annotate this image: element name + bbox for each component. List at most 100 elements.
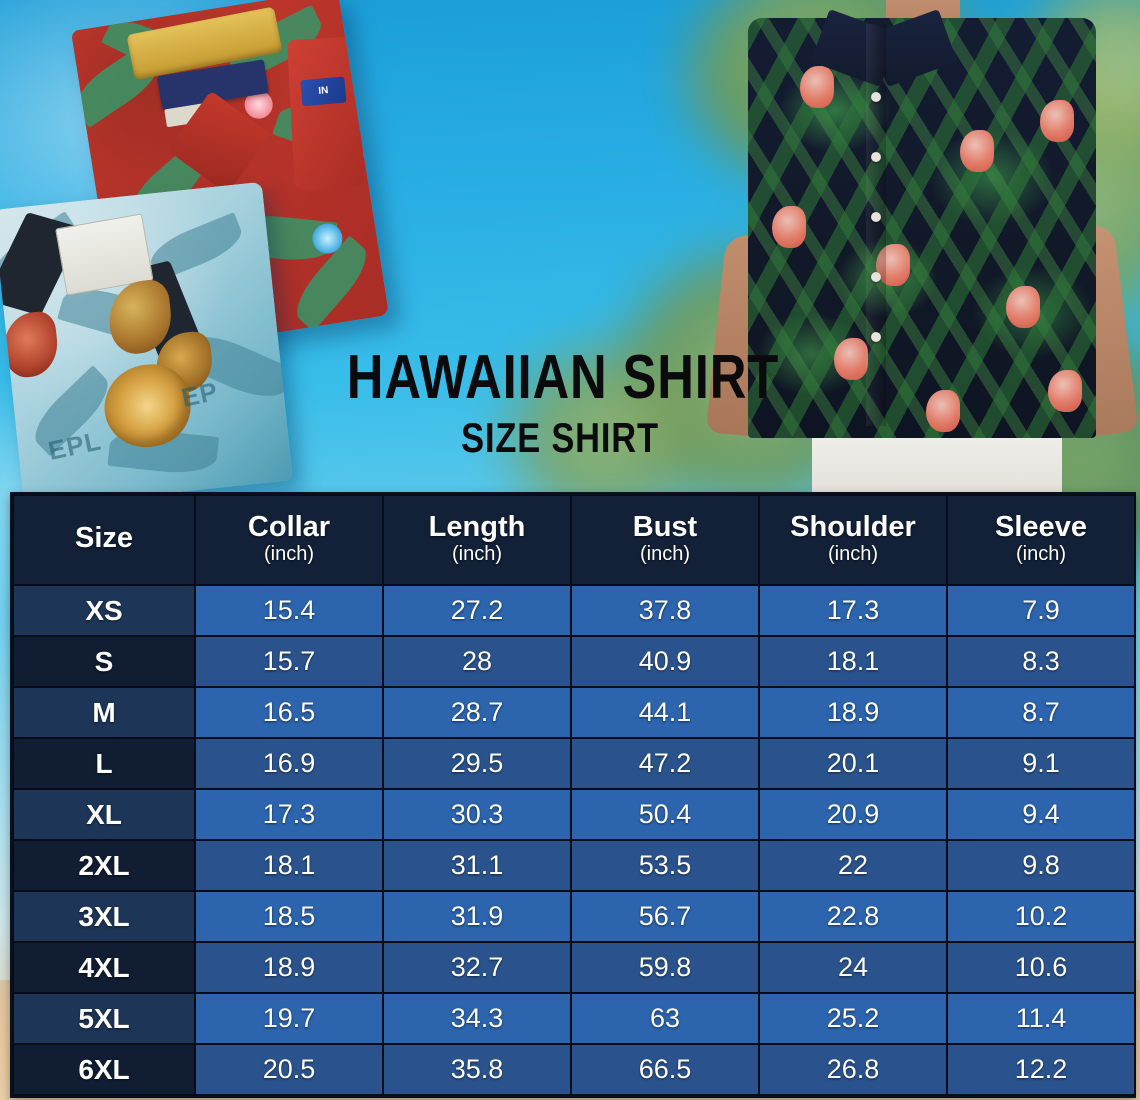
column-header-shoulder: Shoulder (inch) — [758, 494, 948, 586]
page-title: HAWAIIAN SHIRT — [346, 343, 780, 412]
cell-collar: 19.7 — [194, 992, 384, 1045]
shirt-button — [871, 212, 881, 222]
cell-shoulder: 25.2 — [758, 992, 948, 1045]
cell-sleeve: 7.9 — [946, 584, 1136, 637]
cell-bust: 50.4 — [570, 788, 760, 841]
cell-size: 6XL — [12, 1043, 196, 1096]
table-row: 2XL 18.1 31.1 53.5 22 9.8 — [12, 839, 1136, 892]
cell-size: M — [12, 686, 196, 739]
column-header-label: Length — [428, 511, 526, 543]
cell-length: 31.1 — [382, 839, 572, 892]
cell-shoulder: 20.1 — [758, 737, 948, 790]
cell-length: 27.2 — [382, 584, 572, 637]
table-header: Size Collar (inch) Length (inch) Bust (i… — [12, 494, 1136, 586]
size-chart-table: Size Collar (inch) Length (inch) Bust (i… — [12, 494, 1136, 1096]
cell-size: L — [12, 737, 196, 790]
table-row: S 15.7 28 40.9 18.1 8.3 — [12, 635, 1136, 688]
cell-length: 28.7 — [382, 686, 572, 739]
cell-sleeve: 8.7 — [946, 686, 1136, 739]
table-body: XS 15.4 27.2 37.8 17.3 7.9 S 15.7 28 40.9 18.1 8.3 M… — [12, 584, 1136, 1096]
cell-sleeve: 9.4 — [946, 788, 1136, 841]
cell-shoulder: 17.3 — [758, 584, 948, 637]
cell-size: S — [12, 635, 196, 688]
cell-length: 28 — [382, 635, 572, 688]
column-header-length: Length (inch) — [382, 494, 572, 586]
cell-size: 3XL — [12, 890, 196, 943]
cell-collar: 16.5 — [194, 686, 384, 739]
table-row: XS 15.4 27.2 37.8 17.3 7.9 — [12, 584, 1136, 637]
column-header-unit: (inch) — [827, 543, 878, 565]
cell-size: 2XL — [12, 839, 196, 892]
table-row: 3XL 18.5 31.9 56.7 22.8 10.2 — [12, 890, 1136, 943]
cell-shoulder: 26.8 — [758, 1043, 948, 1096]
cell-sleeve: 11.4 — [946, 992, 1136, 1045]
shirt-brand-badge: IN — [300, 76, 347, 107]
cell-shoulder: 20.9 — [758, 788, 948, 841]
cell-length: 29.5 — [382, 737, 572, 790]
cell-collar: 16.9 — [194, 737, 384, 790]
cell-bust: 56.7 — [570, 890, 760, 943]
cell-bust: 44.1 — [570, 686, 760, 739]
model-photo — [700, 0, 1140, 499]
shirt-sleeve — [286, 36, 365, 191]
cell-sleeve: 9.8 — [946, 839, 1136, 892]
column-header-label: Bust — [632, 511, 698, 543]
cell-bust: 63 — [570, 992, 760, 1045]
cell-collar: 15.4 — [194, 584, 384, 637]
cell-sleeve: 10.6 — [946, 941, 1136, 994]
column-header-size: Size — [12, 494, 196, 586]
column-header-sleeve: Sleeve (inch) — [946, 494, 1136, 586]
cell-size: XS — [12, 584, 196, 637]
cell-sleeve: 9.1 — [946, 737, 1136, 790]
cell-bust: 59.8 — [570, 941, 760, 994]
header-row: Size Collar (inch) Length (inch) Bust (i… — [12, 494, 1136, 586]
column-header-unit: (inch) — [451, 543, 502, 565]
column-header-collar: Collar (inch) — [194, 494, 384, 586]
cell-size: 4XL — [12, 941, 196, 994]
column-header-label: Shoulder — [790, 511, 916, 543]
column-header-label: Sleeve — [995, 511, 1087, 543]
cell-bust: 47.2 — [570, 737, 760, 790]
table-row: M 16.5 28.7 44.1 18.9 8.7 — [12, 686, 1136, 739]
cell-collar: 18.9 — [194, 941, 384, 994]
cell-collar: 20.5 — [194, 1043, 384, 1096]
cell-collar: 18.5 — [194, 890, 384, 943]
cell-length: 30.3 — [382, 788, 572, 841]
cell-length: 31.9 — [382, 890, 572, 943]
table-row: L 16.9 29.5 47.2 20.1 9.1 — [12, 737, 1136, 790]
column-header-unit: (inch) — [639, 543, 690, 565]
blurred-foliage — [500, 350, 710, 520]
cell-shoulder: 18.9 — [758, 686, 948, 739]
table-row: 6XL 20.5 35.8 66.5 26.8 12.2 — [12, 1043, 1136, 1096]
cell-shoulder: 18.1 — [758, 635, 948, 688]
table-row: XL 17.3 30.3 50.4 20.9 9.4 — [12, 788, 1136, 841]
cell-length: 34.3 — [382, 992, 572, 1045]
cell-collar: 15.7 — [194, 635, 384, 688]
cell-length: 35.8 — [382, 1043, 572, 1096]
cell-bust: 40.9 — [570, 635, 760, 688]
chart-title-block: HAWAIIAN SHIRT SIZE SHIRT — [300, 343, 820, 462]
cell-length: 32.7 — [382, 941, 572, 994]
cell-collar: 17.3 — [194, 788, 384, 841]
column-header-label: Collar — [247, 511, 331, 543]
shirt-button — [871, 152, 881, 162]
shirt-button — [871, 92, 881, 102]
cell-sleeve: 10.2 — [946, 890, 1136, 943]
cell-collar: 18.1 — [194, 839, 384, 892]
size-chart-table-wrapper: Size Collar (inch) Length (inch) Bust (i… — [10, 492, 1136, 1098]
table-row: 4XL 18.9 32.7 59.8 24 10.6 — [12, 941, 1136, 994]
cell-bust: 37.8 — [570, 584, 760, 637]
column-header-label: Size — [74, 522, 134, 554]
cell-size: XL — [12, 788, 196, 841]
cell-bust: 53.5 — [570, 839, 760, 892]
cell-sleeve: 8.3 — [946, 635, 1136, 688]
cell-size: 5XL — [12, 992, 196, 1045]
cell-bust: 66.5 — [570, 1043, 760, 1096]
column-header-bust: Bust (inch) — [570, 494, 760, 586]
table-row: 5XL 19.7 34.3 63 25.2 11.4 — [12, 992, 1136, 1045]
parrot-print — [0, 310, 61, 380]
shirt-button-placket — [866, 24, 886, 426]
navy-flamingo-shirt — [748, 18, 1096, 438]
cell-sleeve: 12.2 — [946, 1043, 1136, 1096]
